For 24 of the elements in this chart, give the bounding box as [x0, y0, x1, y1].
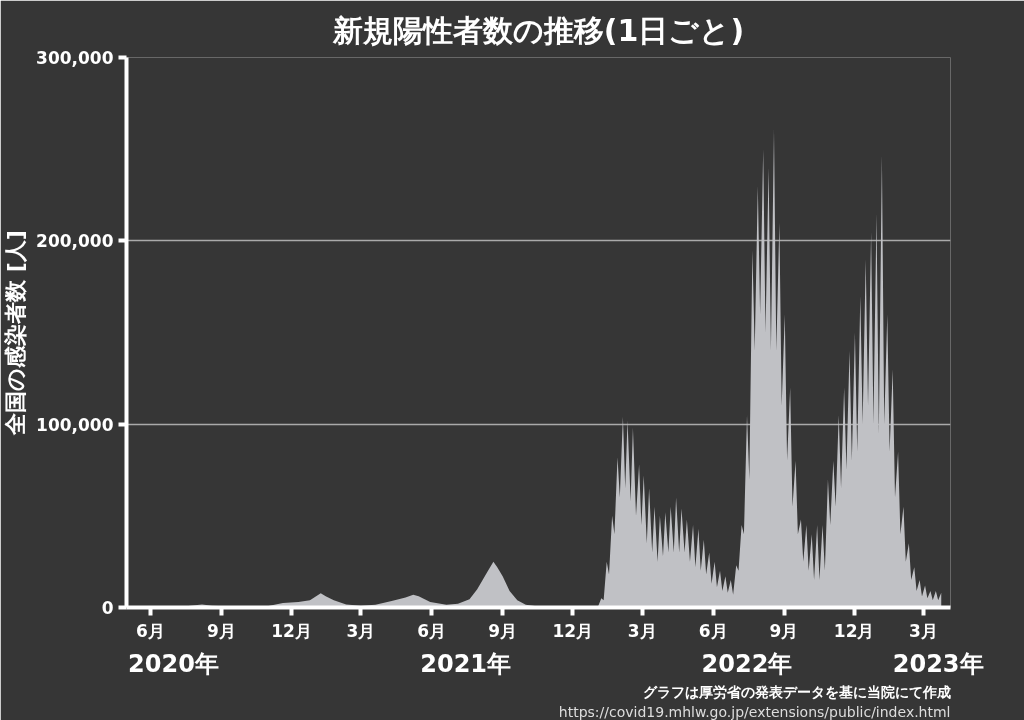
x-tick-label: 3月 [909, 620, 938, 641]
y-tick-label: 300,000 [36, 48, 114, 68]
x-tick-label: 6月 [698, 620, 728, 641]
x2-tick-label: 2020年 [128, 649, 219, 678]
x-tick-label: 12月 [833, 620, 875, 641]
x2-tick-label: 2023年 [892, 649, 984, 678]
x-tick-label: 9月 [488, 620, 518, 641]
x-tick-label: 6月 [417, 620, 447, 641]
x-tick-label: 12月 [271, 620, 312, 641]
y-tick-label: 200,000 [36, 231, 114, 252]
x-tick-label: 9月 [206, 620, 236, 641]
x-tick-label: 6月 [135, 620, 165, 641]
x2-tick-label: 2022年 [701, 649, 793, 678]
x-tick-label: 12月 [552, 620, 594, 641]
y-tick-label: 0 [101, 598, 114, 618]
x-tick-label: 3月 [627, 620, 657, 641]
x-tick-label: 9月 [769, 620, 799, 641]
y-axis-title: 全国の感染者数 [人] [3, 230, 29, 436]
chart-title: 新規陽性者数の推移(1日ごと) [331, 12, 745, 48]
text: https://covid19.mhlw.go.jp/extensions/public/index.html [558, 703, 951, 720]
x2-tick-label: 2021年 [420, 649, 512, 678]
text: グラフは厚労省の発表データを基に当院にて作成 [642, 683, 951, 700]
y-tick-label: 100,000 [36, 414, 114, 435]
x-tick-label: 3月 [346, 620, 376, 641]
